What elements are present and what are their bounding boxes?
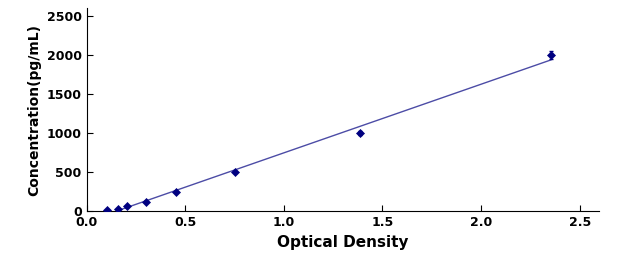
X-axis label: Optical Density: Optical Density bbox=[277, 235, 408, 250]
Y-axis label: Concentration(pg/mL): Concentration(pg/mL) bbox=[27, 24, 41, 196]
